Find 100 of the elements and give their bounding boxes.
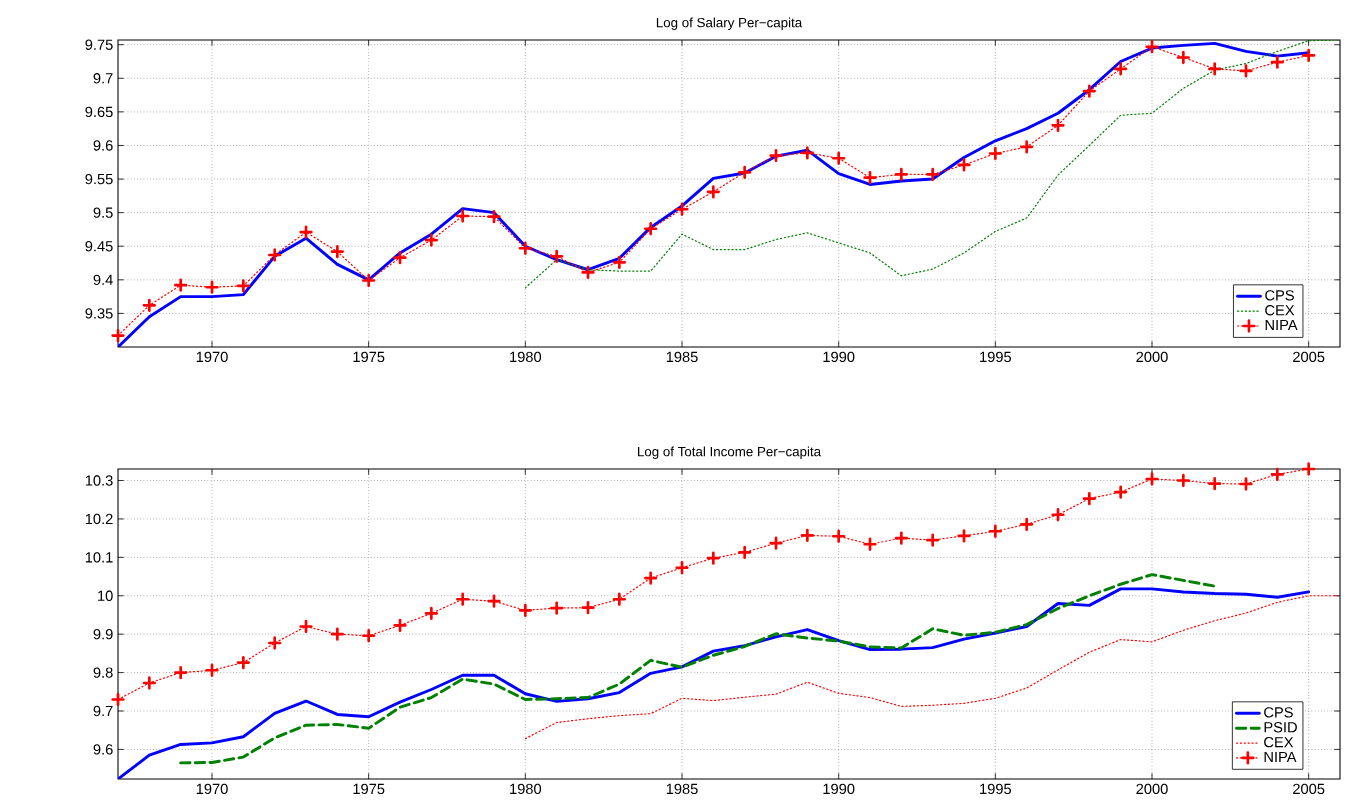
point xyxy=(800,528,815,543)
point xyxy=(926,533,940,547)
point xyxy=(926,167,940,182)
point xyxy=(393,618,407,633)
point xyxy=(832,529,846,543)
point xyxy=(1270,55,1285,69)
point xyxy=(957,529,971,543)
chart-title: Log of Total Income Per−capita xyxy=(638,446,822,459)
y-tick-label: 9.8 xyxy=(93,667,113,678)
point xyxy=(487,594,501,608)
x-tick-label: 1995 xyxy=(980,351,1012,363)
point xyxy=(205,280,219,294)
x-tick-label: 1980 xyxy=(510,783,542,795)
legend-label: NIPA xyxy=(1265,319,1298,331)
point xyxy=(330,627,345,641)
x-tick-label: 1985 xyxy=(666,351,698,363)
point xyxy=(1301,462,1316,476)
point xyxy=(894,531,909,545)
point xyxy=(236,279,251,293)
y-tick-label: 9.7 xyxy=(93,705,113,717)
point xyxy=(1114,62,1128,76)
point xyxy=(1270,467,1285,482)
point xyxy=(236,655,251,670)
point xyxy=(1145,40,1159,54)
point xyxy=(268,636,282,650)
point xyxy=(581,265,595,280)
y-tick-label: 10.3 xyxy=(85,475,113,486)
point xyxy=(612,592,627,606)
x-tick-label: 1990 xyxy=(823,783,855,795)
legend-label: CPS xyxy=(1265,290,1294,301)
legend-label: CPS xyxy=(1264,707,1293,718)
x-tick-label: 2000 xyxy=(1136,783,1168,795)
x-tick-label: 1970 xyxy=(196,351,228,363)
point xyxy=(675,202,689,216)
y-tick-label: 9.4 xyxy=(93,274,113,286)
point xyxy=(362,273,376,288)
point xyxy=(769,536,783,550)
point xyxy=(142,676,157,690)
point xyxy=(456,592,470,606)
x-tick-label: 1995 xyxy=(980,783,1012,795)
y-tick-label: 10.1 xyxy=(85,552,113,563)
point xyxy=(330,244,345,259)
point xyxy=(706,551,721,565)
point xyxy=(832,151,846,165)
point xyxy=(738,545,752,560)
point xyxy=(1051,118,1065,132)
y-tick-label: 9.65 xyxy=(85,106,113,118)
point xyxy=(988,524,1003,538)
point xyxy=(769,148,783,163)
point xyxy=(581,601,595,615)
y-tick-label: 9.45 xyxy=(85,241,113,252)
point xyxy=(800,146,815,160)
point xyxy=(738,165,752,180)
point xyxy=(424,233,439,247)
x-tick-label: 1975 xyxy=(353,783,385,795)
legend-label: PSID xyxy=(1264,722,1297,733)
point xyxy=(268,248,282,262)
y-tick-label: 9.9 xyxy=(93,629,113,640)
point xyxy=(1082,84,1097,98)
x-tick-label: 1985 xyxy=(666,783,698,795)
point xyxy=(393,250,407,265)
x-tick-label: 1990 xyxy=(823,351,855,363)
y-tick-label: 9.75 xyxy=(85,39,113,50)
point xyxy=(644,222,658,236)
legend-label: CEX xyxy=(1265,305,1295,316)
chart-title: Log of Salary Per−capita xyxy=(656,17,803,30)
point xyxy=(957,158,971,172)
x-tick-label: 2005 xyxy=(1293,351,1325,363)
point xyxy=(456,209,470,223)
point xyxy=(299,619,313,634)
point xyxy=(518,241,533,255)
y-tick-label: 9.6 xyxy=(93,744,113,755)
point xyxy=(863,171,877,185)
point xyxy=(1301,48,1316,63)
y-tick-label: 9.5 xyxy=(93,207,113,218)
point xyxy=(1051,508,1065,522)
line-series xyxy=(118,587,1311,779)
point xyxy=(111,692,125,707)
point xyxy=(706,185,721,199)
point xyxy=(550,249,564,263)
y-tick-label: 9.35 xyxy=(85,308,113,319)
x-tick-label: 1975 xyxy=(353,351,385,363)
point xyxy=(174,278,188,292)
point xyxy=(894,167,909,182)
point xyxy=(1207,62,1222,76)
point xyxy=(1114,485,1128,499)
point xyxy=(550,601,564,615)
point xyxy=(1020,140,1034,154)
point xyxy=(675,561,689,575)
point xyxy=(424,606,439,621)
point xyxy=(1020,517,1034,531)
point xyxy=(612,255,627,270)
point xyxy=(205,663,219,677)
point xyxy=(174,665,188,680)
point xyxy=(111,328,125,343)
point xyxy=(644,571,658,585)
line-series xyxy=(524,40,1340,289)
y-tick-label: 9.7 xyxy=(93,73,113,84)
point xyxy=(487,210,501,224)
y-tick-label: 9.6 xyxy=(93,140,113,151)
